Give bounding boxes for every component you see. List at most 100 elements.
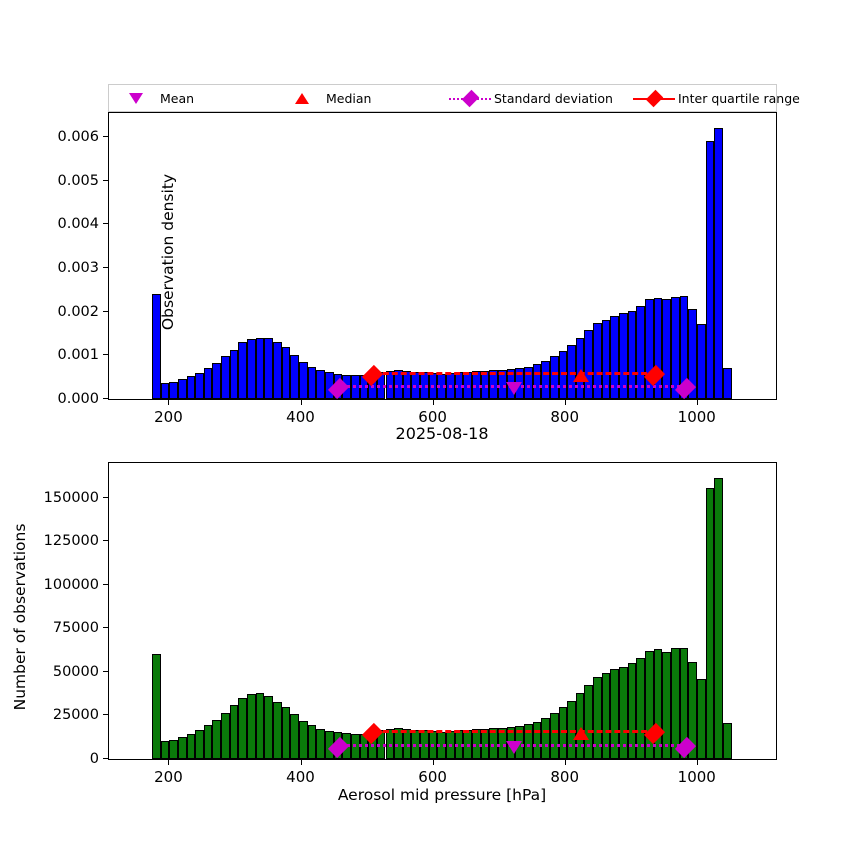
y-axis-tick-label: 25000 [52,707,99,724]
histogram-bar [264,696,274,759]
histogram-bar [186,376,196,399]
y-axis-tick [103,714,109,716]
x-axis-tick [432,759,434,765]
histogram-bar [472,729,481,759]
histogram-bar [523,366,533,399]
y-axis-tick-label: 0.004 [57,216,99,233]
histogram-bar [169,381,178,399]
y-axis-tick-label: 150000 [43,489,99,506]
histogram-bar [688,662,697,759]
histogram-bar [541,360,550,399]
diamond-marker [633,89,675,107]
triangle-up-marker [281,89,323,107]
histogram-bar [298,362,308,399]
histogram-bar [645,299,654,399]
histogram-bar [722,723,732,759]
histogram-bar [203,725,213,759]
histogram-bar [722,368,732,399]
y-axis-tick [103,758,109,759]
x-axis-tick-label: 400 [286,768,315,786]
histogram-bar [212,363,222,399]
histogram-bar [619,666,628,759]
x-axis-tick-label: 200 [154,768,183,786]
histogram-bar [290,713,299,759]
histogram-bar [662,651,671,759]
histogram-bar [636,658,646,759]
histogram-bar [247,694,256,759]
histogram-bar [645,651,654,759]
histogram-bar [670,296,680,399]
histogram-bar [696,678,706,759]
histogram-bar [151,653,161,759]
histogram-bar [255,337,265,399]
y-axis-tick-label: 0.001 [57,347,99,364]
histogram-bar [653,649,663,759]
histogram-bar [584,685,594,759]
number-of-observations-plot-area [109,463,776,759]
y-axis-tick [103,354,109,356]
legend-item-standard-deviation[interactable]: Standard deviation [449,85,613,111]
x-axis-tick [300,399,302,405]
histogram-bar [601,672,611,759]
y-axis-tick [103,179,109,181]
x-axis-tick-label: 1000 [677,768,716,786]
histogram-bar [653,297,663,399]
x-axis-tick [432,399,434,405]
histogram-bar [549,356,559,399]
histogram-bar [714,477,723,759]
histogram-bar [195,730,204,759]
histogram-bar [264,337,274,399]
y-axis-tick-label: 0 [89,751,99,767]
legend-item-inter-quartile-range[interactable]: Inter quartile range [633,85,800,111]
number-of-observations-y-axis-title: Number of observations [11,523,29,711]
histogram-bar [670,648,680,759]
inter-quartile-range-line [374,729,656,733]
histogram-bar [558,707,568,759]
histogram-bar [203,368,213,399]
histogram-bar [627,663,637,759]
legend: Mean Median Standard deviation Inter quarti… [108,84,800,112]
histogram-bar [584,330,594,399]
number-of-observations-axes: 0 25000 50000 75000 100000 125000 150000 200 400… [44,462,777,786]
histogram-bar [169,739,178,759]
y-axis-tick-label: 125000 [43,533,99,550]
histogram-bar [247,339,256,399]
histogram-bar [177,378,187,399]
histogram-bar [316,370,325,399]
histogram-bar [238,698,248,759]
legend-label: Median [326,90,372,106]
y-axis-tick-label: 0.005 [57,172,99,189]
histogram-bar [298,720,308,759]
mean-triangle-down-icon [505,741,522,755]
histogram-bar [160,382,170,399]
histogram-bar [394,728,403,759]
x-axis-tick-label: 400 [286,408,315,426]
x-axis-tick [300,759,302,765]
legend-item-mean[interactable]: Mean [115,85,194,111]
histogram-bar [532,721,542,759]
histogram-bar [186,733,196,759]
x-axis-tick-label: 800 [550,768,579,786]
y-axis-tick [103,310,109,312]
histogram-bar [593,323,602,399]
histogram-bar [151,294,161,399]
histogram-bar [662,299,671,399]
x-axis-tick-label: 200 [154,408,183,426]
inter-quartile-range-line [374,371,656,375]
x-axis-tick [564,399,566,405]
x-axis-tick [696,759,698,765]
histogram-bar [610,669,620,759]
histogram-bar [385,729,395,759]
x-axis-tick [564,759,566,765]
x-axis-tick [168,759,170,765]
y-axis-tick-label: 75000 [52,620,99,637]
observation-density-axes: 0.000 0.001 0.002 0.003 0.004 0.005 0.006 200 40… [57,112,777,426]
x-axis-title: Aerosol mid pressure [hPa] [337,786,547,804]
x-axis-tick-label: 1000 [677,408,716,426]
histogram-bar [307,725,317,759]
legend-item-median[interactable]: Median [281,85,371,111]
y-axis-tick [103,398,109,399]
histogram-bar [273,342,282,399]
histogram-bar [221,712,230,759]
